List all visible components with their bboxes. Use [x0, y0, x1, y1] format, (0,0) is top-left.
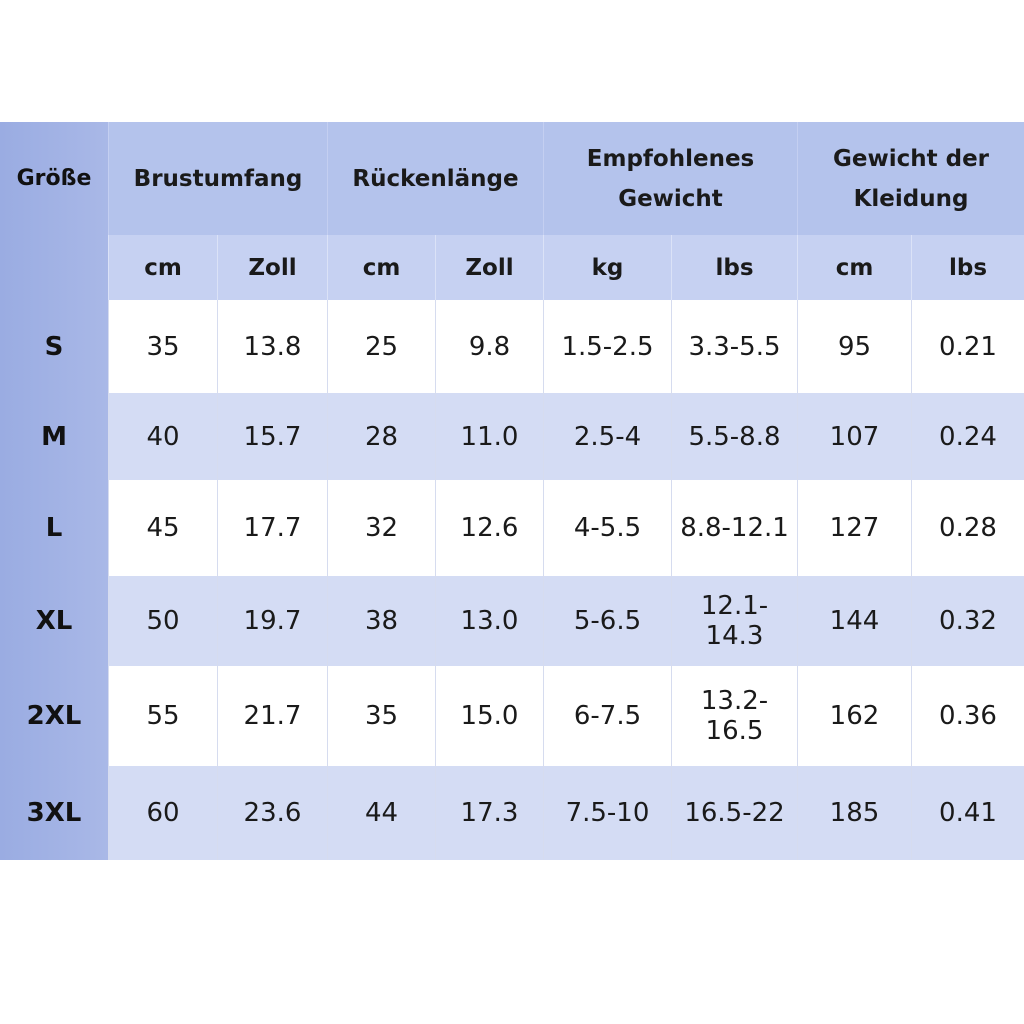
value-cell: 1.5-2.5	[543, 300, 671, 393]
group-header: Gewicht der Kleidung	[797, 122, 1024, 235]
value-cell: 16.5-22	[671, 766, 797, 860]
side-blank	[0, 235, 108, 300]
unit-header: kg	[543, 235, 671, 300]
value-cell: 44	[327, 766, 435, 860]
value-cell: 0.41	[911, 766, 1024, 860]
value-cell: 13.2-16.5	[671, 666, 797, 766]
value-cell: 107	[797, 393, 911, 480]
value-cell: 8.8-12.1	[671, 480, 797, 576]
value-cell: 0.28	[911, 480, 1024, 576]
value-cell: 9.8	[435, 300, 543, 393]
value-cell: 35	[327, 666, 435, 766]
group-header: Empfohlenes Gewicht	[543, 122, 797, 235]
value-cell: 3.3-5.5	[671, 300, 797, 393]
value-cell: 15.0	[435, 666, 543, 766]
size-label: S	[0, 300, 108, 393]
value-cell: 23.6	[217, 766, 327, 860]
value-cell: 17.7	[217, 480, 327, 576]
value-cell: 0.36	[911, 666, 1024, 766]
value-cell: 144	[797, 576, 911, 666]
value-cell: 19.7	[217, 576, 327, 666]
unit-header: Zoll	[435, 235, 543, 300]
value-cell: 12.1-14.3	[671, 576, 797, 666]
value-cell: 25	[327, 300, 435, 393]
size-label: M	[0, 393, 108, 480]
value-cell: 35	[108, 300, 217, 393]
value-cell: 45	[108, 480, 217, 576]
size-table: Größe Brustumfang Rückenlänge Empfohlenes G…	[0, 122, 1024, 860]
value-cell: 55	[108, 666, 217, 766]
size-label: L	[0, 480, 108, 576]
value-cell: 28	[327, 393, 435, 480]
group-header: Rückenlänge	[327, 122, 543, 235]
value-cell: 185	[797, 766, 911, 860]
unit-header: cm	[327, 235, 435, 300]
value-cell: 0.32	[911, 576, 1024, 666]
value-cell: 5-6.5	[543, 576, 671, 666]
value-cell: 21.7	[217, 666, 327, 766]
group-header: Brustumfang	[108, 122, 327, 235]
value-cell: 6-7.5	[543, 666, 671, 766]
unit-header: Zoll	[217, 235, 327, 300]
unit-header: cm	[108, 235, 217, 300]
value-cell: 5.5-8.8	[671, 393, 797, 480]
value-cell: 95	[797, 300, 911, 393]
value-cell: 13.0	[435, 576, 543, 666]
value-cell: 7.5-10	[543, 766, 671, 860]
size-label: XL	[0, 576, 108, 666]
value-cell: 162	[797, 666, 911, 766]
value-cell: 17.3	[435, 766, 543, 860]
value-cell: 4-5.5	[543, 480, 671, 576]
value-cell: 11.0	[435, 393, 543, 480]
value-cell: 127	[797, 480, 911, 576]
value-cell: 2.5-4	[543, 393, 671, 480]
value-cell: 60	[108, 766, 217, 860]
value-cell: 32	[327, 480, 435, 576]
value-cell: 50	[108, 576, 217, 666]
value-cell: 0.21	[911, 300, 1024, 393]
value-cell: 13.8	[217, 300, 327, 393]
value-cell: 0.24	[911, 393, 1024, 480]
unit-header: lbs	[671, 235, 797, 300]
unit-header: lbs	[911, 235, 1024, 300]
size-label: 2XL	[0, 666, 108, 766]
value-cell: 15.7	[217, 393, 327, 480]
unit-header: cm	[797, 235, 911, 300]
value-cell: 12.6	[435, 480, 543, 576]
size-label: 3XL	[0, 766, 108, 860]
size-header: Größe	[0, 122, 108, 235]
value-cell: 38	[327, 576, 435, 666]
value-cell: 40	[108, 393, 217, 480]
